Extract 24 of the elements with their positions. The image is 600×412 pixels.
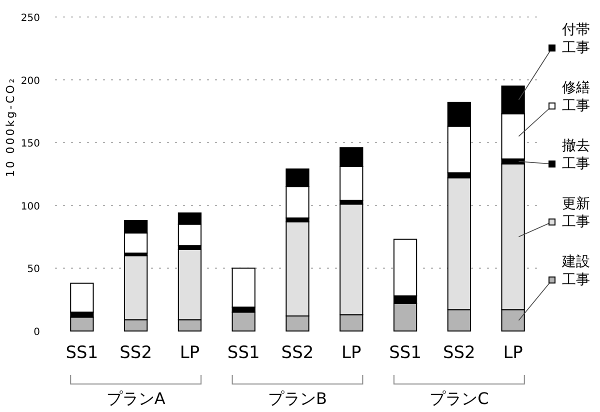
xtick: SS1 [227,343,260,363]
annotation: プランA [106,389,166,408]
ytick: 0 [34,327,40,338]
xtick: SS1 [66,343,98,363]
xtick: LP [342,343,362,363]
legend-label: 付帯工事 [562,22,590,56]
legend-label: 修繕工事 [562,80,590,114]
xtick: SS2 [281,343,314,363]
ytick: 50 [27,264,40,276]
xtick: SS2 [120,343,152,363]
annotation: プランB [268,389,327,408]
ytick: 100 [20,201,40,212]
legend-label: 更新工事 [562,196,590,230]
legend-label: 建設工事 [562,254,590,288]
annotation: プランC [430,389,489,408]
xtick: SS2 [442,343,476,363]
xtick: LP [180,343,200,363]
legend-label: 撤去工事 [562,138,590,172]
xtick: LP [503,343,523,363]
ytick: 250 [20,13,40,24]
ylabel: 10 000kg-CO₂ [4,76,17,178]
ytick: 200 [20,76,40,87]
ytick: 150 [20,138,40,150]
xtick: SS1 [389,343,422,363]
